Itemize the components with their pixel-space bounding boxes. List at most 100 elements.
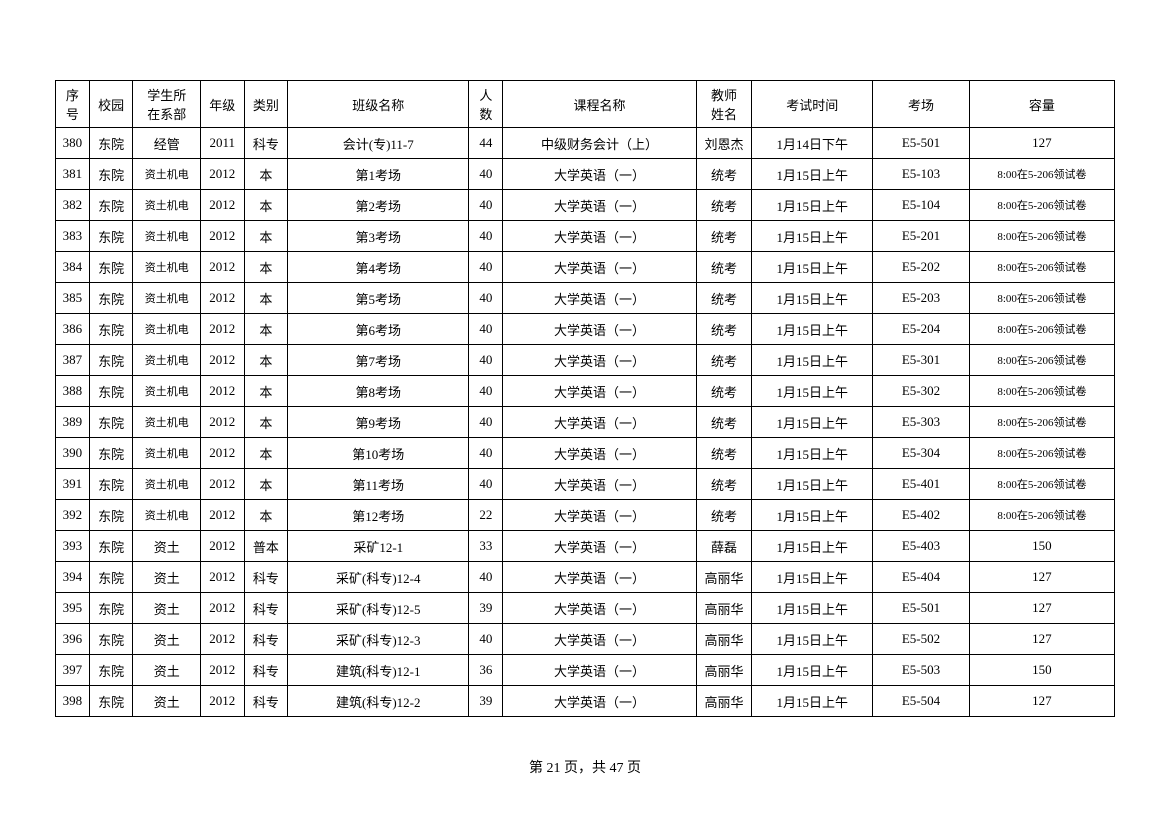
table-cell: E5-301 (873, 345, 970, 376)
table-cell: 40 (469, 407, 503, 438)
table-cell: E5-103 (873, 159, 970, 190)
table-cell: 第11考场 (288, 469, 469, 500)
column-header: 学生所在系部 (133, 81, 201, 128)
column-header: 班级名称 (288, 81, 469, 128)
column-header: 校园 (89, 81, 133, 128)
table-cell: 资土机电 (133, 376, 201, 407)
table-cell: 127 (969, 686, 1114, 717)
table-cell: 127 (969, 562, 1114, 593)
column-header: 课程名称 (503, 81, 696, 128)
table-row: 392东院资土机电2012本第12考场22大学英语（一）统考1月15日上午E5-… (56, 500, 1115, 531)
table-row: 398东院资土2012科专建筑(科专)12-239大学英语（一）高丽华1月15日… (56, 686, 1115, 717)
table-cell: 东院 (89, 190, 133, 221)
table-cell: 1月15日上午 (752, 314, 873, 345)
table-cell: 8:00在5-206领试卷 (969, 314, 1114, 345)
table-cell: 2011 (201, 128, 245, 159)
table-row: 385东院资土机电2012本第5考场40大学英语（一）统考1月15日上午E5-2… (56, 283, 1115, 314)
column-header: 序号 (56, 81, 90, 128)
table-cell: 东院 (89, 531, 133, 562)
column-header: 人数 (469, 81, 503, 128)
table-cell: 采矿(科专)12-3 (288, 624, 469, 655)
table-cell: E5-402 (873, 500, 970, 531)
table-cell: 1月15日上午 (752, 469, 873, 500)
table-cell: 本 (244, 221, 288, 252)
table-cell: 127 (969, 128, 1114, 159)
table-cell: 东院 (89, 500, 133, 531)
column-header: 考场 (873, 81, 970, 128)
table-cell: 第5考场 (288, 283, 469, 314)
table-cell: 统考 (696, 345, 752, 376)
table-cell: 本 (244, 407, 288, 438)
table-cell: 397 (56, 655, 90, 686)
table-cell: 8:00在5-206领试卷 (969, 376, 1114, 407)
table-cell: 资土机电 (133, 407, 201, 438)
table-cell: 8:00在5-206领试卷 (969, 345, 1114, 376)
page-footer: 第 21 页，共 47 页 (0, 757, 1170, 777)
table-cell: 150 (969, 531, 1114, 562)
table-cell: 资土机电 (133, 190, 201, 221)
table-cell: 8:00在5-206领试卷 (969, 221, 1114, 252)
table-cell: 8:00在5-206领试卷 (969, 469, 1114, 500)
table-cell: 统考 (696, 252, 752, 283)
table-cell: E5-404 (873, 562, 970, 593)
table-cell: 资土机电 (133, 252, 201, 283)
table-cell: 2012 (201, 283, 245, 314)
table-header-row: 序号校园学生所在系部年级类别班级名称人数课程名称教师姓名考试时间考场容量 (56, 81, 1115, 128)
table-cell: 会计(专)11-7 (288, 128, 469, 159)
table-cell: 1月14日下午 (752, 128, 873, 159)
table-cell: 1月15日上午 (752, 159, 873, 190)
table-cell: 大学英语（一） (503, 438, 696, 469)
table-cell: 本 (244, 314, 288, 345)
table-cell: E5-303 (873, 407, 970, 438)
table-cell: 382 (56, 190, 90, 221)
table-cell: 大学英语（一） (503, 624, 696, 655)
table-cell: 1月15日上午 (752, 376, 873, 407)
table-cell: 388 (56, 376, 90, 407)
table-cell: 2012 (201, 531, 245, 562)
table-cell: 大学英语（一） (503, 500, 696, 531)
table-cell: 科专 (244, 562, 288, 593)
table-cell: 建筑(科专)12-2 (288, 686, 469, 717)
table-row: 396东院资土2012科专采矿(科专)12-340大学英语（一）高丽华1月15日… (56, 624, 1115, 655)
table-cell: E5-503 (873, 655, 970, 686)
table-cell: 第1考场 (288, 159, 469, 190)
table-cell: 高丽华 (696, 562, 752, 593)
table-cell: 东院 (89, 655, 133, 686)
table-cell: 本 (244, 469, 288, 500)
table-cell: 2012 (201, 159, 245, 190)
table-cell: 127 (969, 624, 1114, 655)
table-cell: 资土机电 (133, 345, 201, 376)
table-row: 381东院资土机电2012本第1考场40大学英语（一）统考1月15日上午E5-1… (56, 159, 1115, 190)
table-cell: 2012 (201, 438, 245, 469)
table-cell: 8:00在5-206领试卷 (969, 190, 1114, 221)
table-cell: 1月15日上午 (752, 624, 873, 655)
table-cell: 398 (56, 686, 90, 717)
table-cell: 2012 (201, 624, 245, 655)
table-cell: 8:00在5-206领试卷 (969, 159, 1114, 190)
table-cell: E5-504 (873, 686, 970, 717)
table-cell: 40 (469, 562, 503, 593)
table-cell: E5-501 (873, 593, 970, 624)
table-cell: 1月15日上午 (752, 531, 873, 562)
table-cell: 东院 (89, 562, 133, 593)
table-cell: 资土 (133, 686, 201, 717)
table-cell: 刘恩杰 (696, 128, 752, 159)
table-cell: 40 (469, 314, 503, 345)
table-cell: 第3考场 (288, 221, 469, 252)
table-row: 389东院资土机电2012本第9考场40大学英语（一）统考1月15日上午E5-3… (56, 407, 1115, 438)
table-cell: 385 (56, 283, 90, 314)
table-cell: 大学英语（一） (503, 686, 696, 717)
table-cell: 资土机电 (133, 438, 201, 469)
table-cell: 高丽华 (696, 686, 752, 717)
table-cell: 采矿(科专)12-4 (288, 562, 469, 593)
table-cell: 1月15日上午 (752, 686, 873, 717)
table-cell: 统考 (696, 314, 752, 345)
table-cell: 采矿(科专)12-5 (288, 593, 469, 624)
table-row: 397东院资土2012科专建筑(科专)12-136大学英语（一）高丽华1月15日… (56, 655, 1115, 686)
table-row: 386东院资土机电2012本第6考场40大学英语（一）统考1月15日上午E5-2… (56, 314, 1115, 345)
table-cell: E5-304 (873, 438, 970, 469)
table-cell: 1月15日上午 (752, 252, 873, 283)
table-cell: 东院 (89, 252, 133, 283)
table-cell: 高丽华 (696, 624, 752, 655)
table-cell: 东院 (89, 345, 133, 376)
